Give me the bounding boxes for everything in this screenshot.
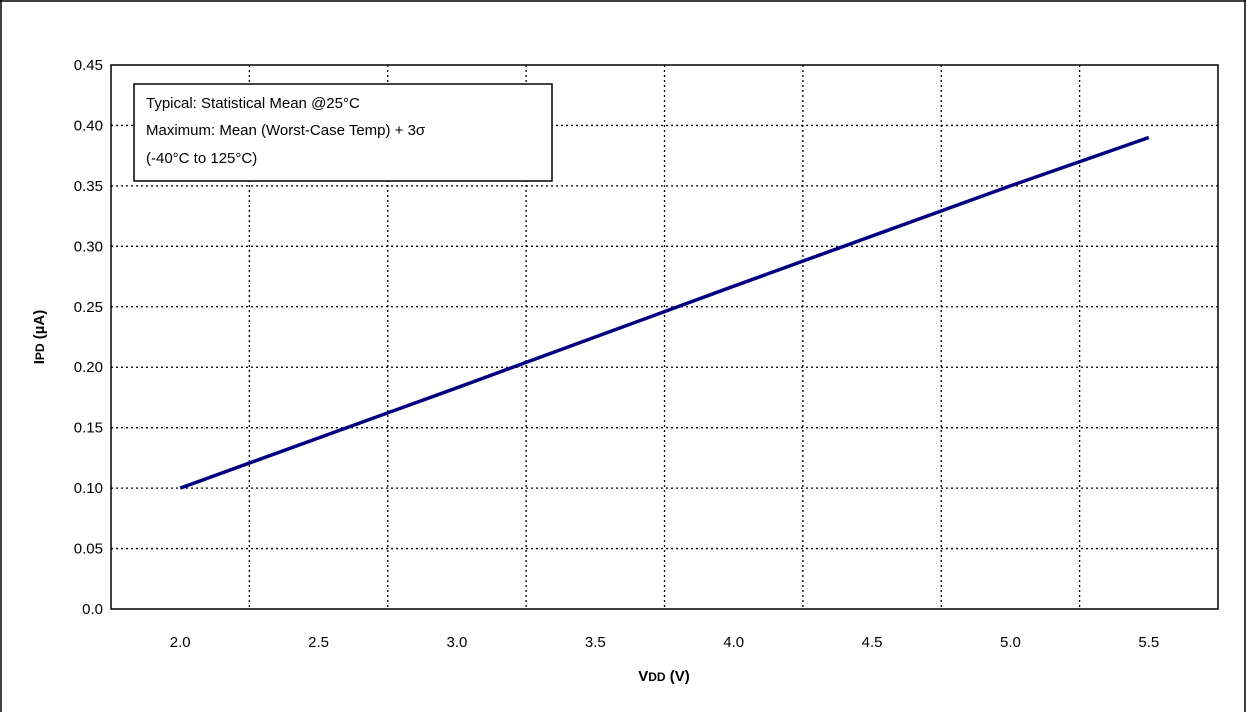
y-tick-label: 0.45 <box>74 57 103 74</box>
y-axis-title-main: I <box>31 360 48 364</box>
y-tick-label: 0.05 <box>74 541 103 558</box>
y-axis-title-unit: (µA) <box>31 310 48 344</box>
y-tick-label: 0.10 <box>74 480 103 497</box>
legend-box-border <box>133 83 553 182</box>
legend-annotation-box: Typical: Statistical Mean @25°C Maximum:… <box>133 83 553 182</box>
x-tick-label: 4.5 <box>862 634 883 651</box>
x-axis-title-main: V <box>638 668 648 685</box>
x-tick-label: 3.0 <box>447 634 468 651</box>
plot-area-border <box>110 64 1219 610</box>
annotation-line-1: Typical: Statistical Mean @25°C <box>146 95 360 112</box>
x-tick-label: 2.5 <box>308 634 329 651</box>
y-tick-label: 0.0 <box>82 601 103 618</box>
x-tick-label: 2.0 <box>170 634 191 651</box>
y-tick-label: 0.25 <box>74 299 103 316</box>
x-tick-label: 5.0 <box>1000 634 1021 651</box>
x-axis-title-unit: (V) <box>666 668 690 685</box>
x-tick-label: 4.0 <box>723 634 744 651</box>
y-tick-label: 0.15 <box>74 420 103 437</box>
x-tick-label: 5.5 <box>1138 634 1159 651</box>
series-line <box>179 135 1150 490</box>
x-tick-labels: 2.0 2.5 3.0 3.5 4.0 4.5 5.0 5.5 <box>170 634 1159 651</box>
y-tick-label: 0.35 <box>74 178 103 195</box>
annotation-line-3: (-40°C to 125°C) <box>146 150 257 167</box>
y-axis-title-sub: PD <box>33 343 47 360</box>
series-layer <box>179 135 1150 490</box>
x-axis-title: VDD (V) <box>638 668 690 685</box>
y-tick-label: 0.30 <box>74 238 103 255</box>
x-axis-title-sub: DD <box>648 670 666 684</box>
y-tick-label: 0.20 <box>74 359 103 376</box>
y-axis-title: IPD (µA) <box>31 310 48 364</box>
y-tick-label: 0.40 <box>74 117 103 134</box>
annotation-line-2: Maximum: Mean (Worst-Case Temp) + 3σ <box>146 122 426 139</box>
y-tick-labels: 0.0 0.05 0.10 0.15 0.20 0.25 0.30 0.35 0.40 0.45 <box>74 57 103 618</box>
x-tick-label: 3.5 <box>585 634 606 651</box>
